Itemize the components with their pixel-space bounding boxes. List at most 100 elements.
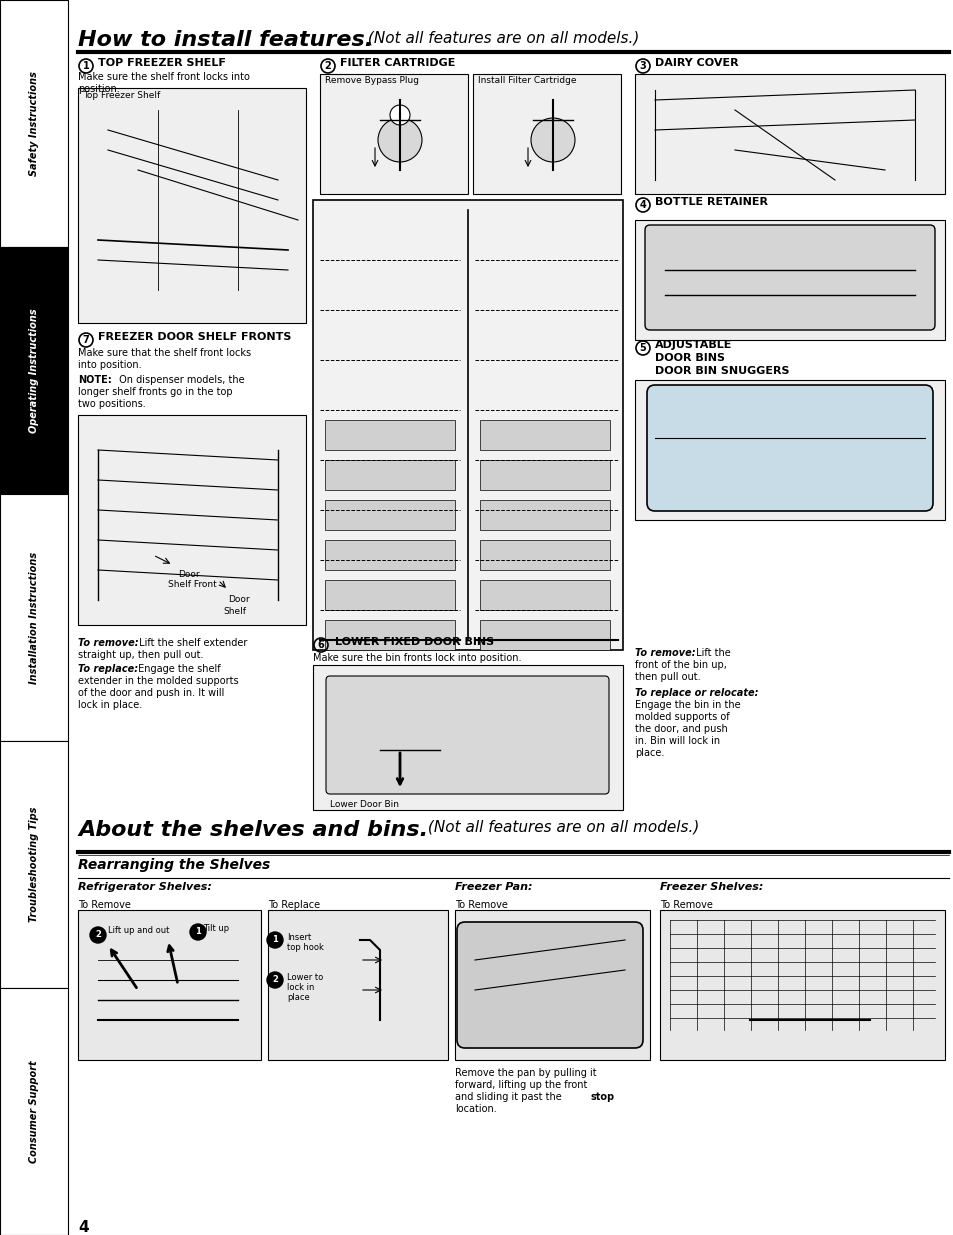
Bar (313, 200, 622, 650)
Text: into position.: into position. (78, 359, 141, 370)
Text: 5: 5 (639, 343, 646, 353)
Text: Lift the shelf extender: Lift the shelf extender (136, 638, 247, 648)
Text: (Not all features are on all models.): (Not all features are on all models.) (422, 820, 699, 835)
Text: Tilt up: Tilt up (203, 924, 229, 932)
Circle shape (267, 932, 283, 948)
Bar (635, 220, 944, 340)
Text: Remove Bypass Plug: Remove Bypass Plug (325, 77, 418, 85)
Text: Installation Instructions: Installation Instructions (29, 552, 39, 683)
Circle shape (90, 927, 106, 944)
Text: 1: 1 (272, 935, 277, 945)
Bar (0, 741, 68, 988)
Circle shape (267, 972, 283, 988)
Bar (325, 540, 455, 571)
Text: longer shelf fronts go in the top: longer shelf fronts go in the top (78, 387, 233, 396)
Text: LOWER FIXED DOOR BINS: LOWER FIXED DOOR BINS (335, 637, 494, 647)
Text: To remove:: To remove: (78, 638, 138, 648)
Bar (78, 88, 306, 324)
Text: BOTTLE RETAINER: BOTTLE RETAINER (655, 198, 767, 207)
Text: Lower to: Lower to (287, 973, 323, 982)
Text: top hook: top hook (287, 944, 323, 952)
Text: lock in: lock in (287, 983, 314, 992)
Text: Lift the: Lift the (692, 648, 730, 658)
Circle shape (390, 105, 410, 125)
Text: place.: place. (635, 748, 663, 758)
Bar (78, 415, 306, 625)
Bar (0, 0, 68, 247)
Bar (479, 459, 609, 490)
Text: Engage the bin in the: Engage the bin in the (635, 700, 740, 710)
Text: molded supports of: molded supports of (635, 713, 729, 722)
Text: 4: 4 (78, 1220, 89, 1235)
Bar (325, 500, 455, 530)
Text: 2: 2 (272, 976, 277, 984)
Text: About the shelves and bins.: About the shelves and bins. (78, 820, 428, 840)
FancyBboxPatch shape (646, 385, 932, 511)
Text: Shelf Front: Shelf Front (168, 580, 216, 589)
Bar (479, 500, 609, 530)
Text: 6: 6 (317, 640, 324, 650)
Bar (78, 910, 261, 1060)
Text: 2: 2 (324, 61, 331, 70)
Text: Door: Door (228, 595, 250, 604)
Text: Remove the pan by pulling it: Remove the pan by pulling it (455, 1068, 596, 1078)
Text: NOTE:: NOTE: (78, 375, 112, 385)
Text: Refrigerator Shelves:: Refrigerator Shelves: (78, 882, 212, 892)
Circle shape (377, 119, 421, 162)
Text: 1: 1 (194, 927, 201, 936)
Text: Make sure that the shelf front locks: Make sure that the shelf front locks (78, 348, 251, 358)
Bar (659, 910, 944, 1060)
Text: Consumer Support: Consumer Support (29, 1060, 39, 1163)
Text: Troubleshooting Tips: Troubleshooting Tips (29, 806, 39, 923)
Text: 7: 7 (83, 335, 90, 345)
Text: DAIRY COVER: DAIRY COVER (655, 58, 738, 68)
Bar (325, 580, 455, 610)
Text: Shelf: Shelf (223, 606, 246, 616)
Text: Freezer Shelves:: Freezer Shelves: (659, 882, 762, 892)
Text: How to install features.: How to install features. (78, 30, 373, 49)
Text: To remove:: To remove: (635, 648, 695, 658)
FancyBboxPatch shape (644, 225, 934, 330)
Text: FILTER CARTRIDGE: FILTER CARTRIDGE (339, 58, 455, 68)
Bar (268, 910, 448, 1060)
Bar (313, 664, 622, 810)
Text: Freezer Pan:: Freezer Pan: (455, 882, 532, 892)
Bar (635, 74, 944, 194)
Text: lock in place.: lock in place. (78, 700, 142, 710)
Text: location.: location. (455, 1104, 497, 1114)
Circle shape (190, 924, 206, 940)
Text: then pull out.: then pull out. (635, 672, 700, 682)
Bar (0, 247, 68, 494)
Text: two positions.: two positions. (78, 399, 146, 409)
Text: 3: 3 (639, 61, 646, 70)
Text: ADJUSTABLE: ADJUSTABLE (655, 340, 732, 350)
Text: To Remove: To Remove (455, 900, 507, 910)
Text: Lift up and out: Lift up and out (108, 926, 170, 935)
Text: stop: stop (590, 1092, 615, 1102)
Text: FREEZER DOOR SHELF FRONTS: FREEZER DOOR SHELF FRONTS (98, 332, 291, 342)
Bar (479, 540, 609, 571)
Bar (319, 74, 468, 194)
Text: On dispenser models, the: On dispenser models, the (116, 375, 244, 385)
Text: DOOR BIN SNUGGERS: DOOR BIN SNUGGERS (655, 366, 789, 375)
Text: Rearranging the Shelves: Rearranging the Shelves (78, 858, 270, 872)
Text: forward, lifting up the front: forward, lifting up the front (455, 1079, 587, 1091)
Text: Lower Door Bin: Lower Door Bin (330, 800, 398, 809)
Text: the door, and push: the door, and push (635, 724, 727, 734)
Text: TOP FREEZER SHELF: TOP FREEZER SHELF (98, 58, 226, 68)
Text: Top Freezer Shelf: Top Freezer Shelf (83, 91, 160, 100)
Circle shape (531, 119, 575, 162)
Text: Engage the shelf: Engage the shelf (135, 664, 220, 674)
Text: Make sure the shelf front locks into: Make sure the shelf front locks into (78, 72, 250, 82)
Text: in. Bin will lock in: in. Bin will lock in (635, 736, 720, 746)
Text: 2: 2 (95, 930, 101, 940)
Text: front of the bin up,: front of the bin up, (635, 659, 726, 671)
Text: Operating Instructions: Operating Instructions (29, 309, 39, 432)
Bar (325, 420, 455, 450)
Text: DOOR BINS: DOOR BINS (655, 353, 724, 363)
Bar (455, 910, 649, 1060)
Text: Make sure the bin fronts lock into position.: Make sure the bin fronts lock into posit… (313, 653, 521, 663)
Text: (Not all features are on all models.): (Not all features are on all models.) (363, 30, 639, 44)
Text: 1: 1 (83, 61, 90, 70)
Bar (0, 988, 68, 1235)
